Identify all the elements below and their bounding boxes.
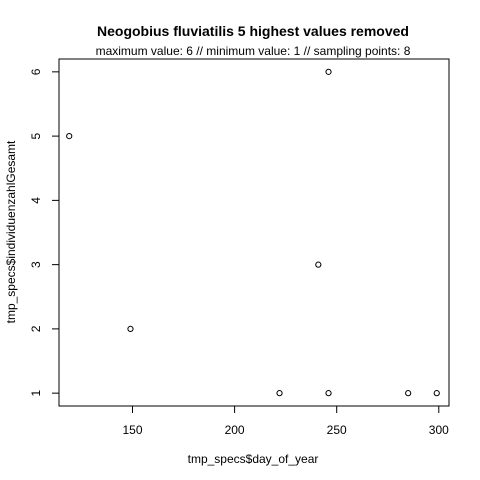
y-axis-label: tmp_specs$individuenzahlGesamt — [4, 140, 18, 323]
data-points — [66, 68, 440, 397]
y-tick-label: 2 — [29, 325, 43, 332]
data-point — [276, 390, 283, 397]
data-point — [433, 390, 440, 397]
data-point — [325, 68, 332, 75]
y-tick-label: 3 — [29, 261, 43, 268]
y-tick-label: 5 — [29, 132, 43, 139]
data-point — [315, 261, 322, 268]
chart-subtitle: maximum value: 6 // minimum value: 1 // … — [96, 44, 411, 58]
x-tick-label: 300 — [429, 423, 449, 437]
y-axis: 1 2 3 4 5 6 — [29, 68, 60, 396]
x-tick-label: 150 — [122, 423, 142, 437]
data-point — [325, 390, 332, 397]
data-point — [127, 325, 134, 332]
plot-area-border — [58, 58, 450, 407]
x-tick-label: 200 — [225, 423, 245, 437]
y-tick-label: 6 — [29, 68, 43, 75]
chart-title: Neogobius fluviatilis 5 highest values r… — [97, 23, 409, 39]
x-tick-label: 250 — [327, 423, 347, 437]
x-axis: 150 200 250 300 — [122, 405, 449, 437]
x-axis-label: tmp_specs$day_of_year — [188, 452, 319, 466]
data-point — [66, 133, 73, 140]
y-tick-label: 4 — [29, 197, 43, 204]
data-point — [405, 390, 412, 397]
y-tick-label: 1 — [29, 389, 43, 396]
